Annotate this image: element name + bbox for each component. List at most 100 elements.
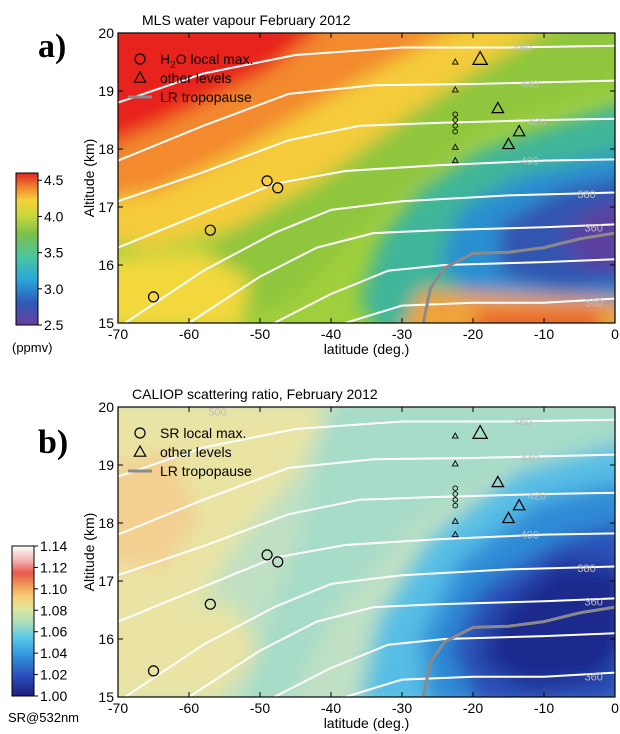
panel-a-letter: a): [38, 28, 67, 65]
panel-b-colorbar: 1.14 1.12 1.10 1.08 1.06 1.04 1.02 1.00 SR@532nm: [8, 538, 79, 725]
small-circle-marker: [452, 117, 459, 123]
colorbar-unit-label: (ppmv): [12, 340, 52, 355]
small-triangle-marker: [451, 432, 459, 439]
colorbar-tick-label: 1.14: [40, 538, 67, 554]
panel-a-title: MLS water vapour February 2012: [142, 12, 351, 28]
x-tick-label: 0: [611, 326, 619, 342]
x-tick-label: -70: [108, 700, 128, 716]
legend-triangle-icon: [133, 444, 147, 457]
isentrope-line: [118, 158, 615, 249]
small-circle-marker: [452, 485, 459, 491]
colorbar-tick-label: 3.5: [44, 245, 64, 261]
x-tick-label: -30: [392, 326, 412, 342]
small-circle-marker: [452, 128, 459, 135]
y-tick-label: 16: [98, 257, 114, 273]
colorbar-tick-label: 1.04: [40, 645, 67, 661]
isentrope-label: 500: [208, 407, 226, 419]
small-circle-marker: [452, 123, 459, 129]
isentrope-line: [188, 597, 615, 697]
local-max-marker: [147, 665, 160, 677]
isentrope-line: [118, 453, 615, 536]
x-axis-label: latitude (deg.): [324, 715, 410, 731]
colorbar-tick-label: 1.08: [40, 602, 67, 618]
y-axis-label: Altitude (km): [81, 513, 97, 592]
small-triangle-marker: [451, 156, 459, 164]
colorbar-tick-label: 1.10: [40, 581, 67, 597]
panel-b-title: CALIOP scattering ratio, February 2012: [132, 386, 378, 402]
isentrope-label: 460: [514, 43, 532, 55]
small-triangle-marker: [451, 517, 459, 524]
x-tick-label: -60: [179, 326, 199, 342]
panel-b-heatmap: [118, 407, 615, 697]
small-triangle-marker: [451, 143, 459, 150]
other-level-marker: [501, 137, 516, 150]
y-tick-label: 20: [98, 25, 114, 41]
x-tick-label: -10: [534, 326, 554, 342]
isentrope-label: 420: [528, 491, 546, 503]
isentrope-line: [344, 671, 615, 697]
isentrope-label: 360: [585, 298, 603, 310]
local-max-marker: [261, 175, 273, 187]
legend-circle-icon: [134, 53, 146, 65]
y-tick-label: 18: [98, 515, 114, 531]
legend-label: H2O local max.: [160, 51, 254, 71]
small-triangle-marker: [451, 530, 459, 538]
small-circle-marker: [452, 497, 459, 503]
y-tick-label: 20: [98, 399, 114, 415]
isentrope-label: 380: [577, 189, 595, 201]
small-triangle-marker: [451, 58, 459, 65]
tropopause-line: [421, 231, 615, 323]
legend-label: other levels: [160, 444, 232, 460]
local-max-marker: [147, 291, 160, 303]
y-tick-label: 19: [98, 83, 114, 99]
isentrope-line: [118, 532, 615, 623]
other-level-marker: [491, 101, 505, 114]
plot-area: 500 460 440 420 400 380 360 360: [118, 407, 615, 697]
isentrope-line: [118, 44, 615, 104]
panel-b-letter: b): [38, 424, 69, 461]
other-level-marker: [512, 498, 526, 511]
x-tick-label: -20: [463, 700, 483, 716]
isentrope-line: [118, 491, 615, 577]
small-triangle-marker: [451, 85, 459, 93]
panel-b-axes: 500 460 440 420 400 380 360 360 SR local max. oth…: [81, 399, 619, 731]
colorbar-tick-label: 4.0: [44, 208, 64, 224]
x-tick-label: -40: [321, 326, 341, 342]
isentrope-line: [273, 258, 615, 323]
colorbar-tick-label: 1.06: [40, 624, 67, 640]
x-tick-label: -30: [392, 700, 412, 716]
isentrope-label: 360: [585, 596, 603, 608]
isentrope-line: [118, 79, 615, 162]
colorbar-tick-label: 1.02: [40, 667, 67, 683]
panel-a-axes: 460 440 420 400 380 360 360 H2O local max.other…: [81, 25, 619, 357]
isentrope-line: [344, 297, 615, 323]
isentrope-label: 400: [521, 530, 539, 542]
colorbar-tick-label: 1.12: [40, 559, 67, 575]
isentrope-line: [118, 117, 615, 203]
x-tick-label: -70: [108, 326, 128, 342]
legend-triangle-icon: [133, 70, 147, 83]
legend-label: LR tropopause: [160, 89, 252, 105]
legend-label: LR tropopause: [160, 463, 252, 479]
isentrope-line: [124, 191, 615, 323]
y-tick-label: 18: [98, 141, 114, 157]
isentrope-label: 360: [585, 672, 603, 684]
local-max-marker: [261, 549, 273, 561]
plot-area: 460 440 420 400 380 360 360: [118, 43, 615, 323]
isentrope-label: 460: [514, 417, 532, 429]
x-tick-label: -50: [250, 700, 270, 716]
plot-frame: [117, 406, 616, 698]
other-level-marker: [491, 475, 505, 488]
isentrope-line: [118, 418, 615, 478]
other-level-marker: [512, 124, 526, 137]
x-tick-label: -40: [321, 700, 341, 716]
isentrope-line: [188, 223, 615, 323]
colorbar-unit-label: SR@532nm: [8, 710, 79, 725]
x-tick-label: 0: [611, 700, 619, 716]
isentrope-label: 420: [528, 117, 546, 129]
isentrope-label: 360: [585, 222, 603, 234]
legend-label: other levels: [160, 70, 232, 86]
isentrope-label: 400: [521, 156, 539, 168]
other-level-marker: [471, 50, 489, 65]
